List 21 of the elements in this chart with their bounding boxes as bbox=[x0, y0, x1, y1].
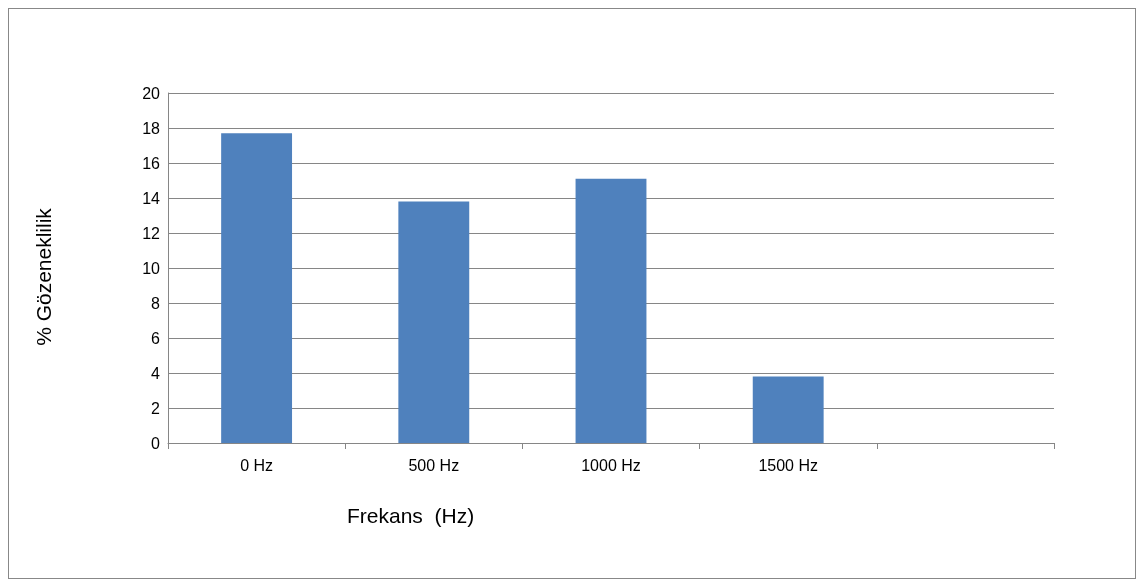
y-tick-label: 20 bbox=[142, 84, 161, 102]
y-tick-label: 10 bbox=[142, 259, 161, 277]
bar bbox=[575, 178, 647, 443]
x-axis-title: Frekans (Hz) bbox=[347, 504, 475, 527]
y-tick-label: 14 bbox=[142, 189, 161, 207]
x-tick-label: 0 Hz bbox=[240, 456, 274, 474]
y-tick-label: 6 bbox=[151, 329, 161, 347]
x-tick-label: 1000 Hz bbox=[581, 456, 641, 474]
x-tick-label: 500 Hz bbox=[408, 456, 460, 474]
x-tick-label: 1500 Hz bbox=[758, 456, 818, 474]
y-tick-label: 12 bbox=[142, 224, 161, 242]
y-tick-label: 8 bbox=[151, 294, 161, 312]
bar bbox=[752, 376, 824, 443]
y-tick-label: 2 bbox=[151, 399, 161, 417]
y-tick-label: 0 bbox=[151, 434, 161, 452]
bar bbox=[398, 201, 470, 443]
y-axis-title: % Gözeneklilik bbox=[31, 207, 55, 346]
bar bbox=[221, 133, 293, 443]
y-tick-label: 4 bbox=[151, 364, 161, 382]
y-tick-label: 16 bbox=[142, 154, 161, 172]
y-tick-label: 18 bbox=[142, 119, 161, 137]
